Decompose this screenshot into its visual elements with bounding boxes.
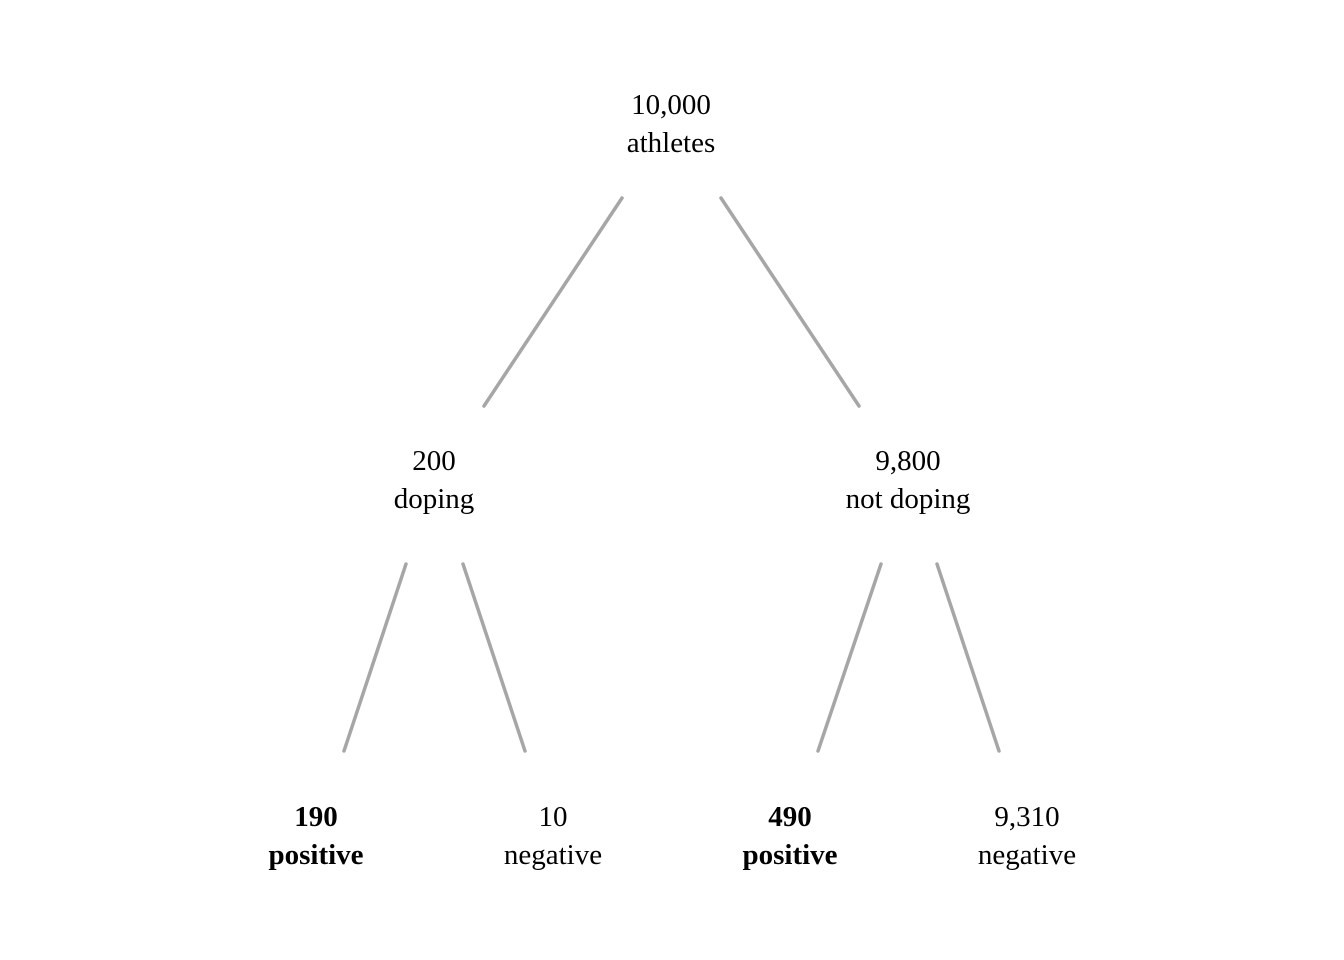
- node-not-doping-negative-label: negative: [977, 839, 1077, 871]
- node-root-count: 10,000: [631, 89, 711, 121]
- node-not-doping-count: 9,800: [875, 445, 941, 477]
- edge-root-to-doping: [482, 196, 624, 408]
- node-doping-label: doping: [393, 483, 475, 515]
- node-not-doping-positive-label: positive: [742, 839, 838, 871]
- edge-not-doping-to-negative: [935, 562, 1001, 753]
- node-root-label: athletes: [626, 127, 716, 159]
- node-doping-negative-label: negative: [503, 839, 603, 871]
- node-doping-negative: 10 negative: [443, 798, 663, 874]
- edge-not-doping-to-positive: [816, 562, 883, 753]
- edge-doping-to-positive: [342, 562, 408, 753]
- node-not-doping-negative-count: 9,310: [994, 801, 1060, 833]
- edge-doping-to-negative: [461, 562, 527, 753]
- node-not-doping-label: not doping: [845, 483, 971, 515]
- node-root-athletes: 10,000 athletes: [561, 86, 781, 162]
- node-doping-count: 200: [412, 445, 456, 477]
- node-doping-negative-count: 10: [538, 801, 568, 833]
- edge-root-to-not-doping: [719, 196, 861, 408]
- node-not-doping: 9,800 not doping: [798, 442, 1018, 518]
- node-doping: 200 doping: [324, 442, 544, 518]
- node-doping-positive-count: 190: [294, 801, 338, 833]
- node-not-doping-positive-count: 490: [768, 801, 812, 833]
- node-doping-positive-label: positive: [268, 839, 364, 871]
- node-not-doping-positive: 490 positive: [680, 798, 900, 874]
- node-not-doping-negative: 9,310 negative: [917, 798, 1137, 874]
- node-doping-positive: 190 positive: [206, 798, 426, 874]
